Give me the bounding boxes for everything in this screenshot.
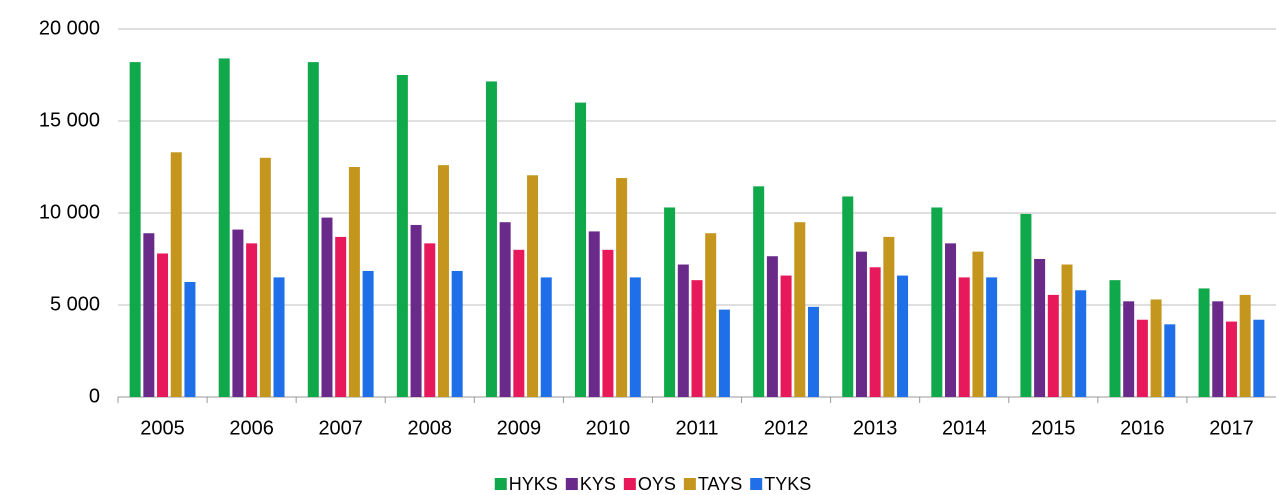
bar xyxy=(883,236,895,397)
bar xyxy=(1239,294,1251,397)
bar xyxy=(766,256,778,397)
bar xyxy=(170,152,182,397)
x-tick-label: 2005 xyxy=(140,417,185,439)
bar xyxy=(945,243,957,397)
bar xyxy=(664,207,676,397)
x-tick-label: 2013 xyxy=(853,417,898,439)
y-tick-label: 5 000 xyxy=(50,293,100,315)
bar xyxy=(348,167,360,397)
legend-label: KYS xyxy=(580,474,616,494)
x-tick-label: 2008 xyxy=(408,417,453,439)
x-tick-label: 2007 xyxy=(318,417,363,439)
bar xyxy=(1061,264,1073,397)
bar xyxy=(184,282,196,397)
x-tick-label: 2011 xyxy=(675,417,718,439)
bar xyxy=(616,178,628,397)
bar xyxy=(273,277,285,397)
bar xyxy=(855,251,867,397)
bar xyxy=(1109,280,1121,397)
bar xyxy=(396,75,408,397)
bar xyxy=(259,157,271,397)
bar xyxy=(218,58,230,397)
bar xyxy=(527,175,539,397)
bar xyxy=(499,222,511,397)
bar xyxy=(588,231,600,397)
bar xyxy=(246,243,258,397)
legend-swatch xyxy=(750,478,763,490)
legend: HYKS KYS OYS TAYS TYKS xyxy=(494,474,811,494)
bar xyxy=(1212,301,1224,397)
legend-swatch xyxy=(623,478,636,490)
bar xyxy=(1034,259,1046,397)
bar xyxy=(897,275,909,397)
bar xyxy=(931,207,943,397)
x-tick-label: 2006 xyxy=(229,417,274,439)
bar xyxy=(602,249,614,397)
bar xyxy=(157,253,169,397)
bar xyxy=(1150,299,1162,397)
bar xyxy=(362,270,374,397)
x-tick-label: 2017 xyxy=(1209,417,1254,439)
bar xyxy=(1020,213,1032,397)
bar xyxy=(424,243,436,397)
bar xyxy=(1164,324,1176,397)
bar xyxy=(335,236,347,397)
legend-swatch xyxy=(683,478,696,490)
bar xyxy=(1075,290,1087,397)
x-tick-label: 2010 xyxy=(586,417,631,439)
bar xyxy=(691,280,703,397)
bar xyxy=(1225,321,1237,397)
y-tick-label: 0 xyxy=(89,385,100,407)
x-tick-label: 2014 xyxy=(942,417,987,439)
bar xyxy=(321,217,333,397)
bar xyxy=(869,267,881,397)
bar xyxy=(958,277,970,397)
legend-swatch xyxy=(494,478,507,490)
x-tick-label: 2015 xyxy=(1031,417,1076,439)
y-tick-label: 20 000 xyxy=(39,17,100,39)
bar xyxy=(129,62,141,398)
bar xyxy=(842,196,854,397)
bar xyxy=(143,233,155,397)
y-tick-label: 10 000 xyxy=(39,201,100,223)
bar xyxy=(705,233,717,397)
bar xyxy=(780,275,792,397)
bar xyxy=(972,251,984,397)
bar xyxy=(307,62,319,398)
bar xyxy=(1198,288,1210,397)
bar xyxy=(1253,319,1265,397)
bar xyxy=(629,277,641,397)
bar xyxy=(540,277,552,397)
x-tick-label: 2009 xyxy=(497,417,542,439)
bar xyxy=(1047,294,1059,397)
bar xyxy=(485,81,497,397)
bar xyxy=(451,270,463,397)
y-tick-label: 15 000 xyxy=(39,109,100,131)
bar xyxy=(232,229,244,397)
bar xyxy=(410,224,422,397)
legend-label: TAYS xyxy=(698,474,742,494)
bar xyxy=(513,249,525,397)
bar xyxy=(986,277,998,397)
bar xyxy=(718,309,730,397)
legend-label: HYKS xyxy=(509,474,558,494)
bar xyxy=(794,222,806,397)
bar xyxy=(807,306,819,397)
bar xyxy=(437,165,449,397)
x-tick-label: 2012 xyxy=(764,417,809,439)
legend-label: TYKS xyxy=(764,474,811,494)
bar xyxy=(1136,319,1148,397)
x-tick-label: 2016 xyxy=(1120,417,1165,439)
bar xyxy=(575,102,587,397)
legend-label: OYS xyxy=(638,474,676,494)
bar xyxy=(677,264,689,397)
legend-swatch xyxy=(565,478,578,490)
bar xyxy=(753,186,765,397)
bar xyxy=(1123,301,1135,397)
